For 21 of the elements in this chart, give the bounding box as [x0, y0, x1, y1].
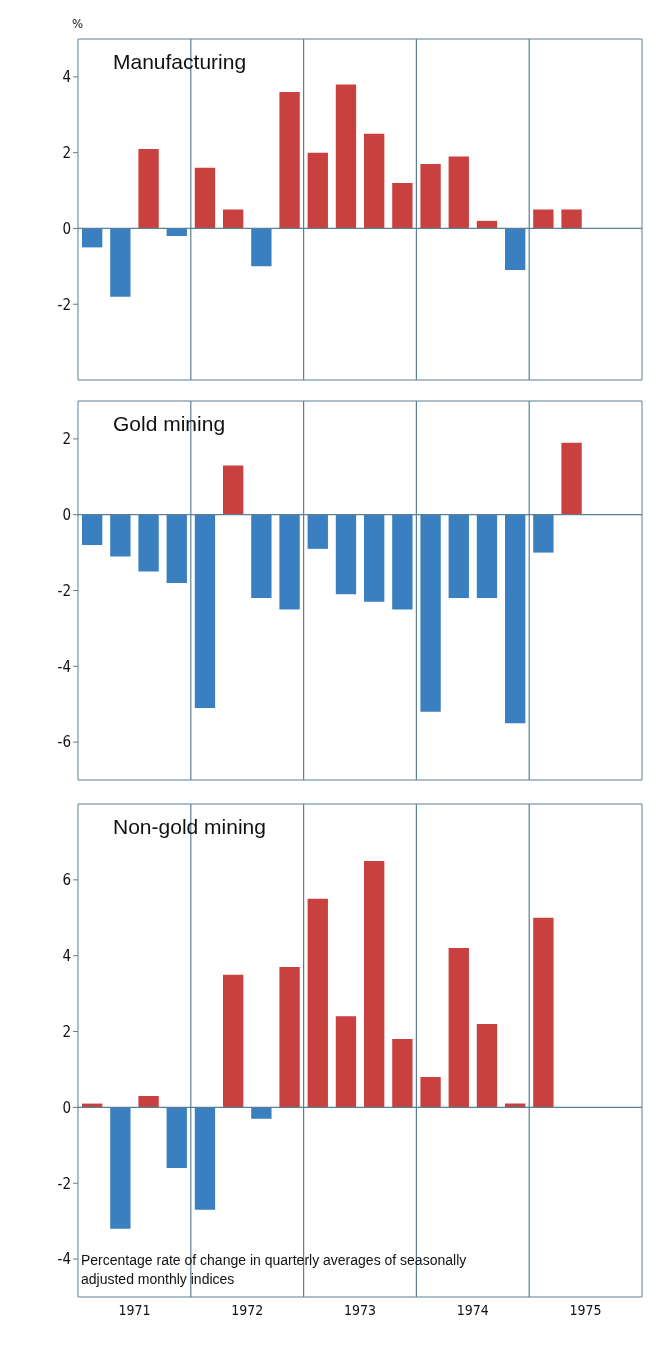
y-tick-label: -2 — [57, 295, 71, 314]
y-tick-label: -6 — [57, 733, 71, 752]
y-axis-title: % — [72, 16, 84, 31]
y-tick-label: 4 — [62, 947, 71, 966]
y-tick-label: 0 — [62, 219, 71, 238]
y-tick-label: 6 — [62, 871, 71, 890]
y-tick-label: -2 — [57, 581, 71, 600]
y-tick-label: -4 — [57, 1250, 71, 1269]
x-tick-label: 1972 — [231, 1301, 264, 1318]
x-tick-label: 1974 — [456, 1301, 489, 1318]
y-tick-label: 0 — [62, 506, 71, 525]
x-tick-label: 1975 — [569, 1301, 602, 1318]
x-tick-label: 1971 — [118, 1301, 151, 1318]
y-tick-label: 2 — [62, 143, 71, 162]
y-tick-label: 0 — [62, 1098, 71, 1117]
x-tick-label: 1973 — [343, 1301, 377, 1318]
y-tick-label: 2 — [62, 1022, 71, 1041]
y-tick-label: -2 — [57, 1174, 71, 1193]
y-tick-label: -4 — [57, 657, 71, 676]
y-tick-label: 2 — [62, 430, 71, 449]
y-tick-label: 4 — [62, 68, 71, 87]
